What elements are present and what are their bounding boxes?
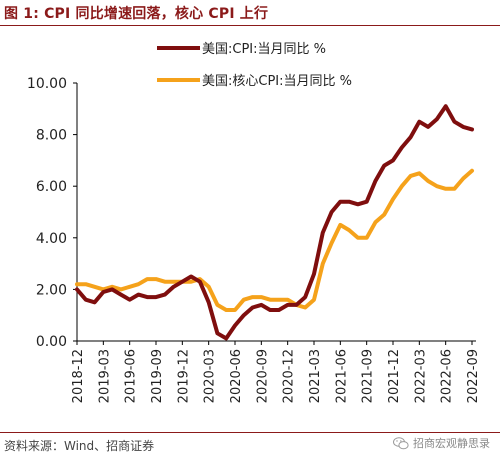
x-tick-label: 2020-12 <box>282 349 297 403</box>
title-divider <box>0 25 500 26</box>
x-tick-label: 2019-09 <box>150 349 165 403</box>
line-chart: 美国:CPI:当月同比 % 美国:核心CPI:当月同比 % 0.00 2.00 4.… <box>27 42 481 403</box>
y-tick-label: 0.00 <box>36 334 67 350</box>
wechat-icon <box>393 436 409 449</box>
x-tick-label: 2018-12 <box>71 349 86 403</box>
figure-title: 图 1: CPI 同比增速回落，核心 CPI 上行 <box>4 6 269 22</box>
x-tick-label: 2022-03 <box>413 349 428 403</box>
y-tick-label: 8.00 <box>36 128 67 144</box>
watermark-text: 招商宏观静思录 <box>413 437 490 450</box>
series-lines <box>75 104 474 341</box>
y-tick-label: 2.00 <box>36 282 67 298</box>
x-tick-label: 2020-03 <box>203 349 218 403</box>
watermark: 招商宏观静思录 <box>393 435 490 451</box>
x-tick-label: 2021-12 <box>387 349 402 403</box>
axes <box>73 82 476 345</box>
y-tick-label: 4.00 <box>36 231 67 247</box>
x-tick-label: 2019-03 <box>97 349 112 403</box>
x-tick-label: 2020-09 <box>255 349 270 403</box>
legend: 美国:CPI:当月同比 % 美国:核心CPI:当月同比 % <box>157 42 352 89</box>
x-tick-label: 2020-06 <box>229 349 244 403</box>
x-tick-label: 2021-03 <box>308 349 323 403</box>
footer-divider <box>0 432 500 433</box>
source-note: 资料来源：Wind、招商证券 <box>4 439 155 453</box>
x-tick-labels: 2018-12 2019-03 2019-06 2019-09 2019-12 2020-… <box>71 349 481 403</box>
x-tick-label: 2021-09 <box>361 349 376 403</box>
y-tick-label: 6.00 <box>36 179 67 195</box>
legend-label-core-cpi: 美国:核心CPI:当月同比 % <box>202 74 352 89</box>
y-tick-labels: 0.00 2.00 4.00 6.00 8.00 10.00 <box>27 76 67 350</box>
x-tick-label: 2022-09 <box>466 349 481 403</box>
series-line-core-cpi <box>75 168 474 312</box>
x-tick-label: 2022-06 <box>440 349 455 403</box>
legend-label-cpi: 美国:CPI:当月同比 % <box>202 42 326 57</box>
x-tick-label: 2019-12 <box>176 349 191 403</box>
series-line-cpi <box>75 104 474 341</box>
x-tick-label: 2019-06 <box>124 349 139 403</box>
x-tick-label: 2021-06 <box>334 349 349 403</box>
y-tick-label: 10.00 <box>27 76 67 92</box>
